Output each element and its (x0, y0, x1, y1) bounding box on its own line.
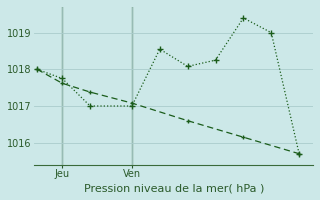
X-axis label: Pression niveau de la mer( hPa ): Pression niveau de la mer( hPa ) (84, 183, 264, 193)
